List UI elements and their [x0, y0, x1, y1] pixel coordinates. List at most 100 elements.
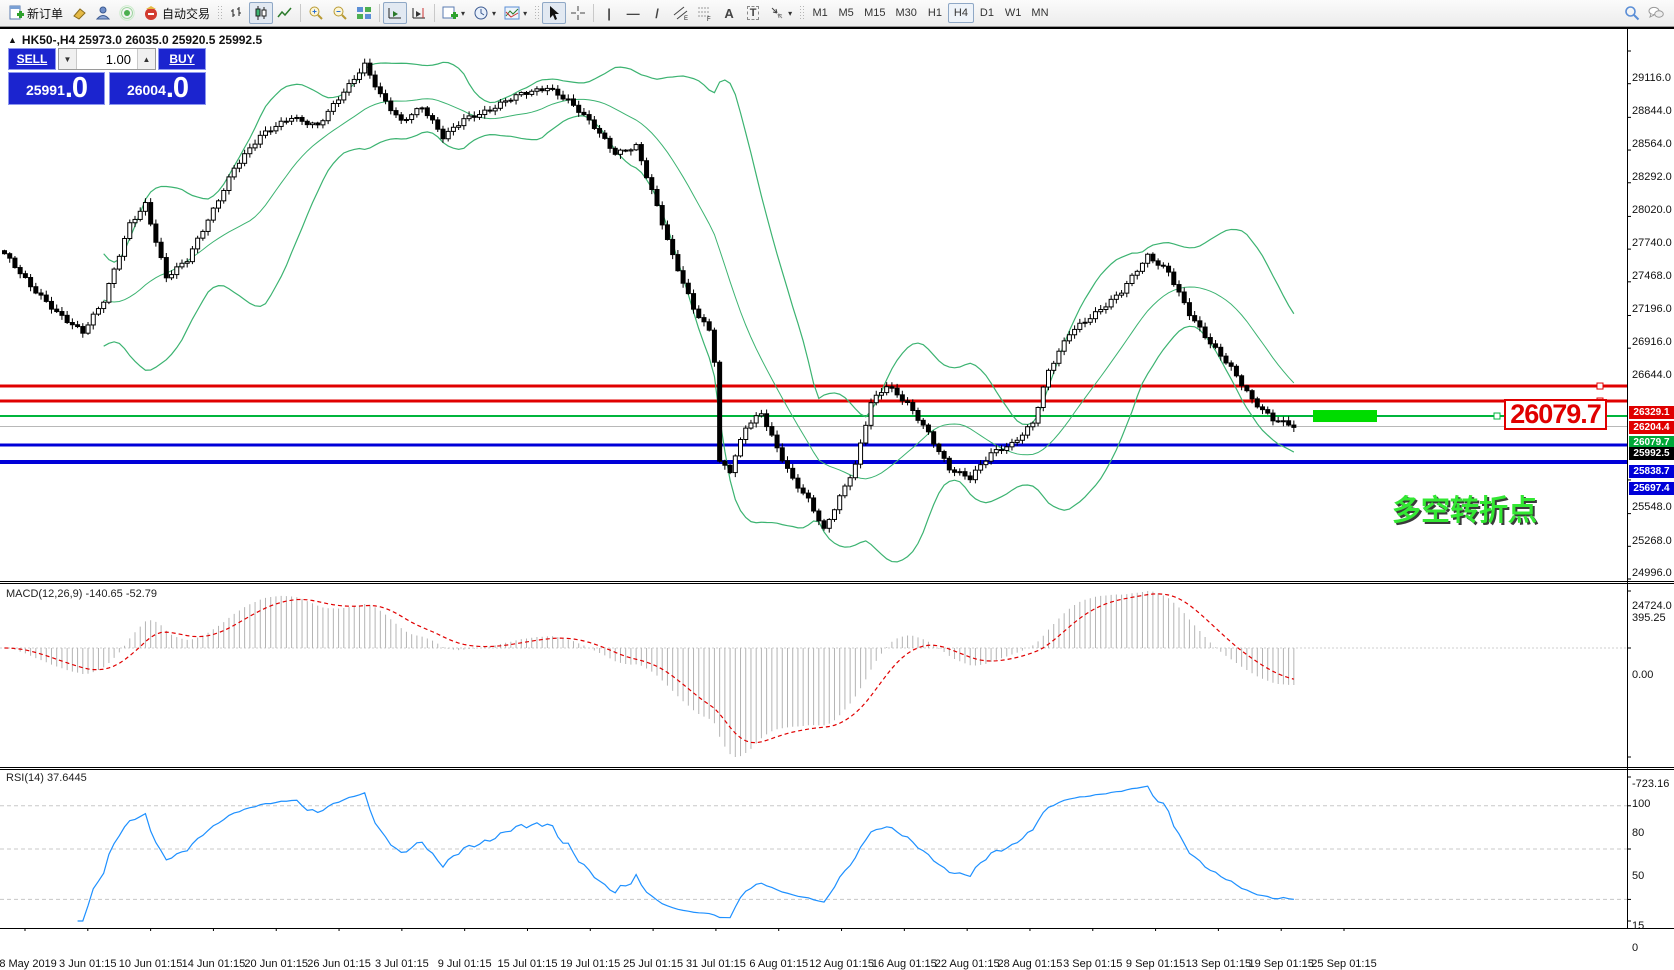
candle	[764, 413, 770, 428]
candlestick-chart-button[interactable]	[249, 2, 274, 24]
volume-increase-button[interactable]: ▲	[137, 49, 155, 69]
volume-decrease-button[interactable]: ▼	[59, 49, 77, 69]
timeframe-m5[interactable]: M5	[838, 7, 854, 19]
horizontal-line-button[interactable]: —	[621, 2, 645, 24]
timeframe-h1[interactable]: H1	[927, 7, 942, 19]
candle	[325, 110, 331, 122]
candle	[309, 122, 315, 126]
candle	[1145, 253, 1151, 264]
cursor-button[interactable]	[542, 2, 567, 24]
price-chart-canvas[interactable]	[0, 27, 1674, 949]
new-order-icon	[9, 5, 24, 20]
fibonacci-button[interactable]: F	[693, 2, 717, 24]
text-button[interactable]: A	[717, 2, 741, 24]
sell-button[interactable]: SELL	[8, 48, 56, 70]
time-tick-label: 16 Aug 01:15	[871, 958, 937, 970]
turning-point-annotation[interactable]: 多空转折点	[1392, 495, 1538, 527]
candle	[7, 253, 13, 259]
candle	[847, 477, 853, 487]
auto-scroll-button[interactable]	[383, 2, 408, 24]
zoom-in-button[interactable]	[304, 2, 328, 24]
chart-window[interactable]: ▲ HK50-,H4 25973.0 26035.0 25920.5 25992…	[0, 27, 1674, 970]
search-icon[interactable]	[1624, 5, 1640, 21]
trendline-button[interactable]: /	[645, 2, 669, 24]
period-dropdown[interactable]: ▾	[469, 2, 500, 24]
candle	[831, 509, 837, 520]
candle	[398, 114, 404, 121]
volume-value[interactable]: 1.00	[77, 49, 137, 69]
price-tick-label: 26644.0	[1632, 369, 1672, 382]
line-handle[interactable]	[1493, 412, 1501, 420]
candle	[430, 115, 436, 121]
chat-icon[interactable]	[1648, 5, 1664, 21]
candle	[12, 257, 18, 269]
line-chart-button[interactable]	[273, 2, 297, 24]
candle	[1014, 439, 1020, 443]
buy-price[interactable]: 26004.0	[109, 72, 206, 105]
timeframe-h4[interactable]: H4	[947, 3, 974, 23]
candle	[1056, 350, 1062, 364]
candle	[315, 122, 321, 126]
equidistant-channel-button[interactable]: E	[669, 2, 693, 24]
candle	[696, 308, 702, 319]
caret-down-icon: ▾	[461, 8, 466, 18]
line-handle[interactable]	[1596, 382, 1604, 390]
signal-button[interactable]	[115, 2, 139, 24]
timeframe-m1[interactable]: M1	[812, 7, 828, 19]
buy-button[interactable]: BUY	[158, 48, 206, 70]
price-tick-label: 28844.0	[1632, 104, 1672, 117]
eraser-button[interactable]	[67, 2, 91, 24]
timeframe-m30[interactable]: M30	[895, 7, 917, 19]
candle	[873, 394, 879, 404]
candle	[362, 62, 368, 74]
price-tick-label: 27740.0	[1632, 237, 1672, 250]
chart-shift-button[interactable]	[407, 2, 431, 24]
candle	[518, 91, 524, 96]
crosshair-button[interactable]	[566, 2, 590, 24]
big-price-callout[interactable]: 26079.7	[1504, 399, 1607, 430]
timeframe-m15[interactable]: M15	[864, 7, 886, 19]
sell-price[interactable]: 25991.0	[8, 72, 105, 105]
collapse-marker-icon[interactable]: ▲	[8, 35, 17, 45]
auto-trading-icon	[145, 6, 158, 20]
candle	[842, 485, 848, 497]
candle	[367, 62, 373, 76]
candle	[22, 273, 28, 279]
zoom-out-button[interactable]	[328, 2, 352, 24]
candle	[550, 87, 556, 90]
vertical-line-button[interactable]: |	[597, 2, 621, 24]
text-label-button[interactable]: T	[741, 2, 765, 24]
candle	[790, 467, 796, 479]
new-order-button[interactable]: 新订单	[4, 2, 67, 24]
profile-icon	[95, 6, 111, 20]
candle	[800, 487, 806, 494]
time-tick-label: 19 Sep 01:15	[1248, 958, 1314, 970]
profile-button[interactable]	[91, 2, 115, 24]
new-chart-dropdown[interactable]: ▾	[438, 2, 469, 24]
cursor-icon	[550, 6, 560, 20]
candle	[205, 219, 211, 232]
timeframe-d1[interactable]: D1	[979, 7, 994, 19]
indicators-icon	[504, 6, 520, 20]
candle	[17, 267, 23, 275]
timeframe-w1[interactable]: W1	[1004, 7, 1022, 19]
candle	[889, 386, 895, 389]
candle	[2, 250, 7, 255]
tile-windows-button[interactable]	[352, 2, 376, 24]
candle	[670, 238, 676, 256]
highlight-bar[interactable]	[1313, 410, 1377, 423]
timeframe-mn[interactable]: MN	[1031, 7, 1049, 19]
candle	[1166, 265, 1172, 273]
price-tick-label: 28564.0	[1632, 138, 1672, 151]
candle	[383, 93, 389, 102]
candle	[738, 439, 744, 457]
auto-trading-button[interactable]: 自动交易	[139, 2, 214, 24]
candle	[1046, 369, 1051, 388]
object-tools-group: | — / E F A T ▾	[542, 1, 796, 25]
time-tick-label: 26 Jun 01:15	[307, 958, 371, 970]
candle	[811, 497, 817, 512]
bar-chart-button[interactable]	[225, 2, 249, 24]
indicators-dropdown[interactable]: ▾	[500, 2, 531, 24]
candle	[988, 452, 994, 462]
arrows-dropdown[interactable]: ▾	[765, 2, 796, 24]
